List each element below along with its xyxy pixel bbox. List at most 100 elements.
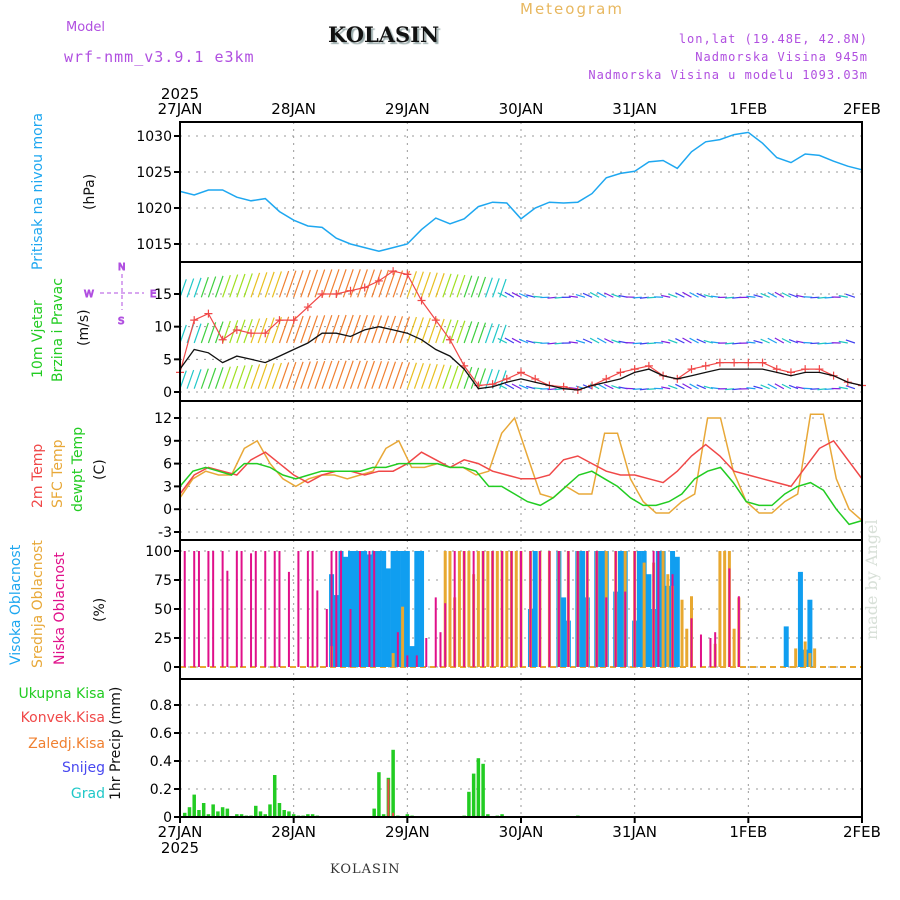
precip-total-bar [277, 803, 282, 817]
cloud-high-bar [395, 551, 401, 667]
wind-arrow [518, 292, 529, 298]
wind-arrow [682, 383, 692, 390]
wind-gust-marker [360, 283, 369, 292]
wind-gust-marker [374, 276, 383, 285]
precip-total-bar [216, 811, 220, 817]
wind-arrow [746, 295, 756, 298]
cloud-high-bar [362, 551, 368, 667]
cloud-low-bar [235, 551, 238, 667]
wind-arrow [788, 339, 799, 344]
wind-arrow [810, 342, 820, 345]
precip-total-bar [481, 763, 485, 817]
wind-gust-marker [318, 290, 327, 298]
wind-arrow [420, 271, 431, 298]
cloud-mid-bar [685, 628, 689, 667]
precip-total-bar [225, 808, 230, 817]
wind-arrow [725, 342, 735, 345]
y-tick-label-wind: 10 [154, 320, 172, 336]
compass-n: N [118, 262, 125, 273]
cloud-high-bar [797, 571, 803, 667]
wind-arrow [293, 315, 304, 344]
y-tick-label-temperature: 3 [163, 479, 172, 495]
precip-total-bar [201, 803, 206, 817]
cloud-low-bar [463, 551, 466, 667]
wind-arrow [838, 340, 848, 344]
wind-gust-marker [517, 368, 525, 377]
wind-arrow [342, 269, 354, 298]
wind-arrow [278, 362, 290, 389]
cloud-mid-bar [794, 648, 798, 667]
wind-arrow [371, 269, 383, 298]
model-elevation: Nadmorska Visina u modelu 1093.03m [588, 68, 868, 82]
cloud-mid-bar [476, 551, 480, 667]
cloud-mid-bar [448, 551, 452, 667]
wind-arrow [385, 270, 397, 298]
wind-arrow [335, 314, 347, 344]
x-tick-label-bottom: 28JAN [271, 823, 316, 841]
wind-arrow [335, 269, 347, 298]
wind-arrow [703, 294, 713, 298]
precip-total-bar [206, 814, 211, 817]
precip-total-bar [263, 814, 267, 817]
precip-total-bar [239, 814, 244, 817]
wind-arrow [774, 291, 785, 298]
wind-arrow [511, 383, 522, 390]
wind-arrow [435, 318, 445, 344]
precip-total-bar [306, 814, 310, 817]
precip-total-bar [268, 804, 272, 817]
wind-arrow [300, 315, 311, 344]
wind-arrow [257, 363, 268, 389]
wind-arrow [767, 383, 778, 390]
wind-arrow [492, 369, 500, 389]
cloud-low-bar [439, 632, 442, 667]
wind-arrow [406, 316, 417, 344]
cloud-high-bar [807, 599, 813, 667]
cloud-low-bar [586, 551, 589, 667]
wind-arrow [810, 296, 820, 299]
wind-gust-marker [431, 316, 440, 325]
model-name: wrf-nmm_v3.9.1 e3km [64, 48, 255, 66]
compass-w: W [84, 289, 94, 300]
wind-arrow [661, 340, 671, 344]
wind-arrow [456, 366, 466, 389]
cloud-low-bar [425, 638, 428, 667]
wind-arrow [300, 269, 311, 298]
wind-arrow [300, 361, 311, 389]
wind-arrow [229, 365, 239, 389]
cloud-low-bar [482, 551, 485, 667]
wind-arrow [357, 269, 368, 298]
wind-arrow [504, 291, 515, 298]
cloud-low-bar [325, 609, 328, 667]
cloud-low-bar [548, 551, 551, 667]
wind-arrow [760, 384, 770, 390]
wind-gust-marker [403, 270, 412, 279]
wind-arrow [264, 271, 275, 298]
precip-conv-bar [392, 812, 395, 817]
wind-arrow [378, 269, 390, 298]
chart-marks [176, 131, 866, 817]
wind-arrow [342, 360, 354, 389]
wind-arrow [428, 272, 438, 298]
wind-arrow [207, 276, 217, 298]
credit: made by Angel [862, 519, 881, 640]
wind-arrow [328, 269, 340, 298]
wind-gust-marker [758, 358, 767, 367]
wind-arrow [243, 273, 253, 298]
wind-gust-marker [744, 358, 753, 367]
wind-gust-marker [332, 290, 341, 298]
wind-arrow [257, 272, 268, 298]
wind-arrow [321, 314, 333, 344]
x-tick-label-bottom: 27JAN [158, 823, 203, 841]
cloud-mid-bar [495, 551, 499, 667]
wind-arrow [838, 295, 848, 298]
wind-arrow [186, 369, 195, 389]
pressure-line [179, 131, 863, 252]
wind-arrow [668, 339, 678, 344]
x-tick-label-top: 2FEB [843, 100, 881, 118]
cloud-low-bar [567, 551, 570, 667]
x-tick-label-top: 27JAN [158, 100, 203, 118]
cloud-low-bar [396, 632, 399, 667]
wind-arrow [582, 338, 593, 344]
wind-arrow [214, 367, 224, 389]
